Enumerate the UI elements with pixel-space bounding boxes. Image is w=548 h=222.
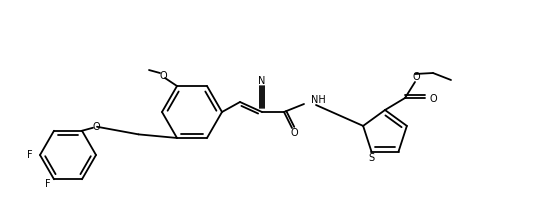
Text: F: F (45, 179, 51, 189)
Text: O: O (159, 71, 167, 81)
Text: N: N (258, 76, 266, 86)
Text: O: O (290, 128, 298, 138)
Text: NH: NH (311, 95, 326, 105)
Text: O: O (412, 72, 420, 82)
Text: O: O (430, 94, 438, 104)
Text: O: O (92, 122, 100, 132)
Text: S: S (368, 153, 374, 163)
Text: F: F (27, 150, 33, 160)
